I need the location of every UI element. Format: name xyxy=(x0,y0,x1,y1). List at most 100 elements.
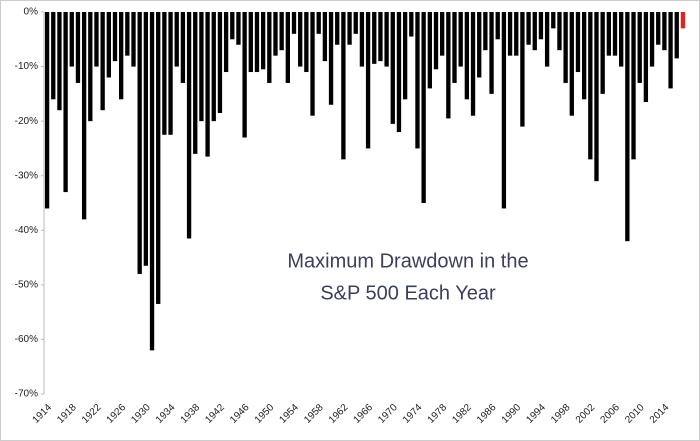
bar xyxy=(464,12,470,100)
bar xyxy=(495,12,500,40)
bar xyxy=(680,12,686,29)
bar xyxy=(137,12,142,274)
bar xyxy=(483,12,488,51)
bar xyxy=(353,12,358,34)
bar xyxy=(433,12,439,70)
bar xyxy=(501,12,507,209)
bar xyxy=(588,12,593,160)
bar xyxy=(156,12,161,304)
bar xyxy=(643,12,649,103)
bar xyxy=(446,12,451,119)
bar xyxy=(304,12,309,73)
y-tick-label: -60% xyxy=(15,334,38,345)
bar xyxy=(328,12,334,105)
bar xyxy=(285,12,290,83)
bar xyxy=(63,12,68,193)
bar xyxy=(112,12,118,62)
bar xyxy=(551,12,556,29)
bar xyxy=(421,12,426,203)
bar xyxy=(230,12,235,40)
bar xyxy=(341,12,346,160)
bar xyxy=(656,12,661,45)
bar xyxy=(619,12,624,67)
bar xyxy=(149,12,155,351)
bar xyxy=(347,12,352,45)
bar xyxy=(125,12,130,56)
bar xyxy=(557,12,562,51)
bar xyxy=(372,12,377,64)
bar xyxy=(205,12,210,157)
bar xyxy=(186,12,192,239)
bar xyxy=(162,12,167,135)
bar xyxy=(88,12,93,122)
y-tick-label: -20% xyxy=(15,116,38,127)
bar xyxy=(526,12,531,45)
bar xyxy=(600,12,605,94)
bar xyxy=(242,12,247,138)
bar xyxy=(606,12,611,56)
bar xyxy=(668,12,673,89)
bar xyxy=(211,12,216,122)
bar xyxy=(631,12,636,160)
bar xyxy=(143,12,149,266)
bar xyxy=(94,12,99,67)
annotation: S&P 500 Each Year xyxy=(320,282,496,304)
bar xyxy=(248,12,253,73)
y-tick-label: 0% xyxy=(24,7,39,18)
bar xyxy=(581,12,587,100)
y-tick-label: -10% xyxy=(15,61,38,72)
bar xyxy=(57,12,62,111)
bar xyxy=(569,12,574,116)
bar xyxy=(223,12,229,73)
bar xyxy=(575,12,581,73)
bar xyxy=(470,12,476,116)
y-tick-label: -50% xyxy=(15,279,38,290)
bar xyxy=(310,12,315,116)
bar xyxy=(365,12,371,149)
bar xyxy=(217,12,223,113)
bar xyxy=(81,12,87,220)
bar xyxy=(409,12,414,37)
bar xyxy=(322,12,328,62)
bar xyxy=(489,12,494,94)
bar xyxy=(291,12,297,34)
bar xyxy=(415,12,420,149)
bar xyxy=(279,12,284,51)
bar xyxy=(427,12,432,89)
bar xyxy=(199,12,204,122)
y-tick-label: -40% xyxy=(15,225,38,236)
bar xyxy=(662,12,667,51)
bar xyxy=(335,12,340,45)
bar xyxy=(75,12,81,83)
bar xyxy=(106,12,111,78)
bar xyxy=(267,12,272,83)
bar xyxy=(298,12,303,67)
bar xyxy=(69,12,74,67)
bar xyxy=(44,12,50,209)
bar xyxy=(458,12,463,67)
bar xyxy=(538,12,544,40)
bar xyxy=(180,12,186,83)
bar xyxy=(378,12,383,62)
bar xyxy=(316,12,321,34)
bar xyxy=(273,12,278,56)
y-tick-label: -70% xyxy=(15,389,38,400)
bar xyxy=(402,12,408,100)
bar xyxy=(193,12,198,154)
bar xyxy=(100,12,105,111)
bar xyxy=(637,12,642,83)
bar xyxy=(131,12,136,67)
bar xyxy=(625,12,630,242)
bar xyxy=(612,12,618,56)
bar xyxy=(384,12,389,67)
bar xyxy=(390,12,395,124)
bar xyxy=(514,12,519,56)
bar xyxy=(594,12,599,182)
bar xyxy=(507,12,513,56)
bar xyxy=(359,12,365,67)
bar xyxy=(236,12,241,45)
bar xyxy=(174,12,179,67)
bar xyxy=(532,12,537,51)
bar xyxy=(440,12,445,56)
